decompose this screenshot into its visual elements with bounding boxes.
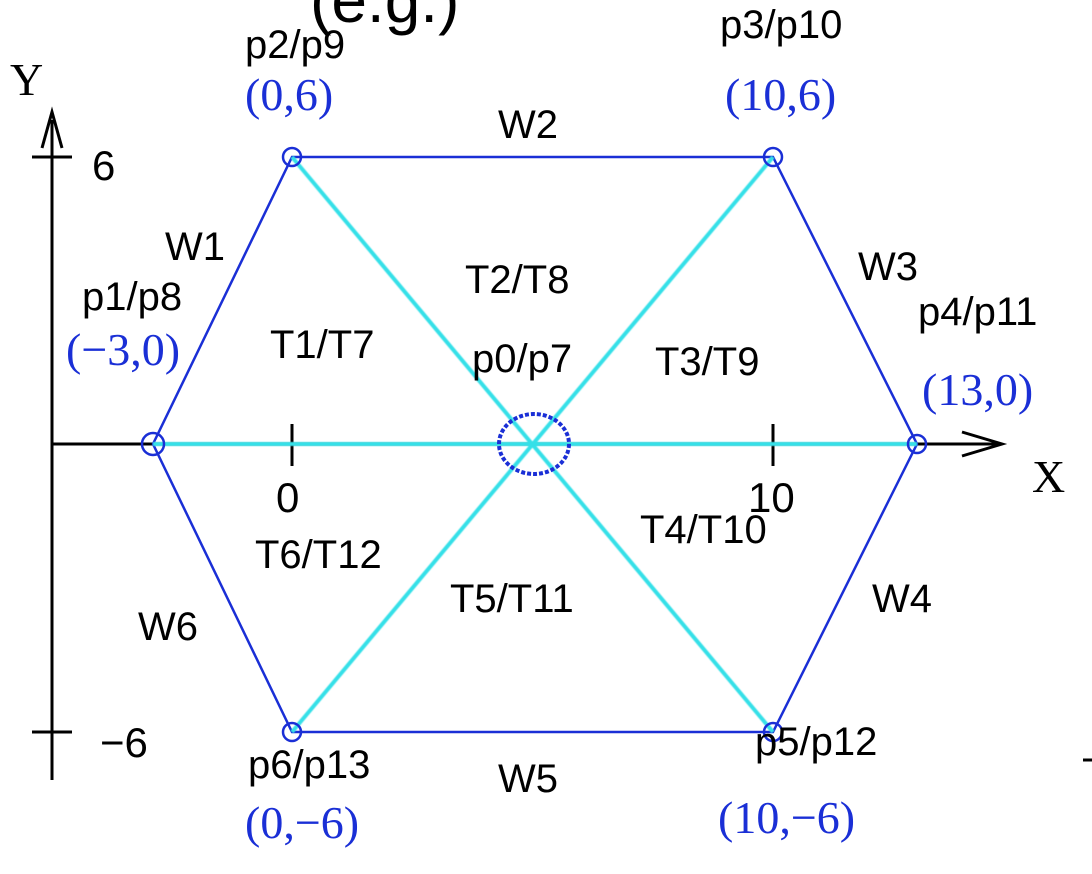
triangle-label-t3: T3/T9 — [655, 340, 759, 384]
point-label-p0: p0/p7 — [472, 337, 572, 381]
wall-label-w3: W3 — [858, 245, 918, 289]
wall-label-w5: W5 — [498, 757, 558, 801]
vertex-p2 — [281, 146, 303, 168]
y-tick-label-neg6: −6 — [100, 719, 148, 766]
coord-p2: (0,6) — [245, 69, 333, 120]
x-axis-label: X — [1032, 451, 1065, 502]
vertex-markers — [140, 146, 928, 743]
wall-label-w4: W4 — [872, 577, 932, 621]
vertex-p3 — [762, 146, 784, 168]
triangle-label-t5: T5/T11 — [450, 577, 574, 621]
spoke-p3-p6 — [290, 155, 775, 734]
x-tick-label-10: 10 — [748, 474, 795, 521]
point-label-p5: p5/p12 — [755, 720, 877, 764]
coord-p3: (10,6) — [725, 69, 836, 120]
wall-label-w2: W2 — [498, 103, 558, 147]
coord-p4: (13,0) — [922, 364, 1033, 415]
point-labels: p2/p9 p3/p10 p1/p8 p4/p11 p0/p7 p5/p12 p… — [82, 3, 1037, 787]
point-label-p3: p3/p10 — [720, 3, 842, 47]
coord-p6: (0,−6) — [245, 797, 359, 848]
coordinate-labels: (0,6) (10,6) (−3,0) (13,0) (10,−6) (0,−6… — [66, 69, 1033, 848]
triangle-label-t6: T6/T12 — [255, 533, 382, 577]
vertex-p4 — [906, 433, 928, 455]
vertex-p1 — [140, 431, 166, 457]
y-axis-label: Y — [10, 54, 43, 105]
x-tick-label-0: 0 — [276, 474, 299, 521]
vertex-p0-center — [497, 412, 571, 476]
wall-label-w6: W6 — [138, 605, 198, 649]
vertex-p6 — [281, 721, 303, 743]
y-tick-label-6: 6 — [92, 142, 115, 189]
point-label-p4: p4/p11 — [918, 290, 1037, 334]
point-label-p2: p2/p9 — [245, 23, 345, 67]
point-label-p6: p6/p13 — [248, 743, 370, 787]
spokes — [153, 155, 917, 734]
point-label-p1: p1/p8 — [82, 275, 182, 319]
triangle-labels: T1/T7 T2/T8 T3/T9 T4/T10 T5/T11 T6/T12 — [255, 258, 767, 621]
title-fragment: (e.g.) — [310, 0, 459, 36]
x-axis-arrow — [961, 430, 1008, 458]
y-axis-arrow — [40, 106, 64, 149]
coord-p5: (10,−6) — [718, 792, 855, 843]
wall-label-w1: W1 — [165, 225, 225, 269]
vertex-p5 — [762, 721, 784, 743]
triangle-label-t2: T2/T8 — [465, 258, 569, 302]
wall-labels: W1 W2 W3 W4 W5 W6 — [138, 103, 932, 801]
triangle-label-t1: T1/T7 — [270, 323, 374, 367]
triangle-label-t4: T4/T10 — [640, 508, 767, 552]
coord-p1: (−3,0) — [66, 324, 180, 375]
